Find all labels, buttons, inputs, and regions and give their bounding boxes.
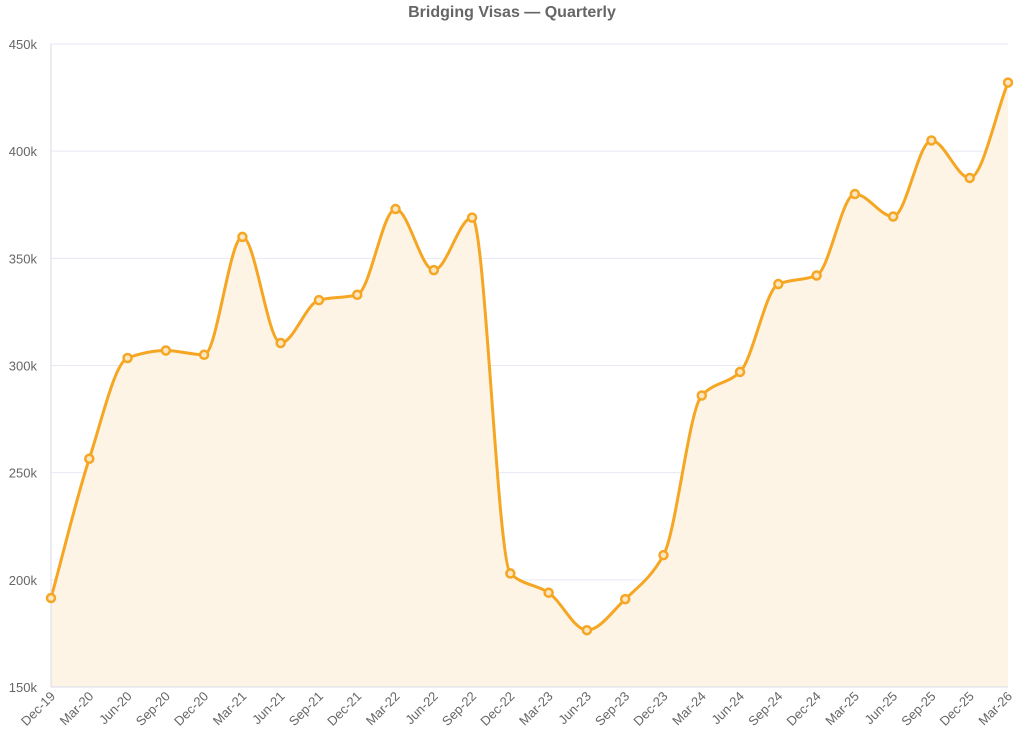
- data-point: [849, 188, 861, 200]
- y-tick-label: 250k: [9, 466, 38, 481]
- x-tick-label: Mar-25: [822, 689, 862, 729]
- data-point: [734, 366, 746, 378]
- data-point: [887, 211, 899, 222]
- y-tick-label: 350k: [9, 251, 38, 266]
- series-line: [49, 82, 1010, 632]
- x-tick-label: Dec-20: [171, 689, 211, 729]
- x-tick-label: Mar-23: [516, 689, 556, 729]
- x-tick-label: Jun-21: [249, 689, 288, 728]
- data-point: [45, 592, 57, 604]
- y-tick-labels: 150k 200k 250k 300k 350k 400k 450k: [9, 37, 38, 695]
- data-points: [45, 77, 1014, 636]
- x-tick-label: Sep-24: [745, 689, 785, 729]
- x-tick-label: Mar-26: [975, 689, 1015, 729]
- x-tick-label: Jun-23: [555, 689, 594, 728]
- data-point: [466, 212, 478, 223]
- data-point: [160, 345, 172, 356]
- data-point: [964, 172, 975, 184]
- data-point: [811, 270, 822, 281]
- data-point: [84, 453, 95, 464]
- x-tick-label: Sep-23: [592, 689, 632, 729]
- x-tick-label: Mar-20: [57, 689, 97, 729]
- x-tick-label: Jun-20: [96, 689, 135, 728]
- data-point: [619, 593, 631, 605]
- x-tick-label: Dec-23: [630, 689, 670, 729]
- y-tick-label: 200k: [9, 573, 38, 588]
- data-point: [313, 294, 325, 306]
- data-point: [926, 135, 937, 146]
- x-tick-label: Dec-24: [783, 689, 823, 729]
- x-tick-label: Sep-22: [439, 689, 479, 729]
- x-tick-label: Mar-24: [669, 689, 709, 729]
- x-tick-label: Dec-22: [477, 689, 517, 729]
- x-tick-label: Sep-25: [898, 689, 938, 729]
- data-point: [351, 289, 363, 301]
- data-point: [581, 624, 593, 636]
- data-point: [543, 587, 554, 598]
- y-tick-label: 400k: [9, 144, 38, 159]
- x-tick-label: Jun-22: [402, 689, 441, 728]
- y-tick-label: 300k: [9, 359, 38, 374]
- data-point: [198, 349, 210, 361]
- x-tick-label: Jun-25: [862, 689, 901, 728]
- data-point: [696, 390, 708, 401]
- data-point: [122, 352, 133, 364]
- x-tick-label: Sep-20: [133, 689, 173, 729]
- y-tick-label: 150k: [9, 680, 38, 695]
- data-point: [237, 231, 248, 243]
- data-point: [773, 278, 784, 290]
- data-point: [275, 337, 286, 349]
- data-point: [658, 549, 669, 561]
- x-tick-label: Dec-21: [324, 689, 364, 729]
- x-tick-label: Mar-21: [210, 689, 250, 729]
- data-point: [428, 264, 440, 276]
- series-area-fill: [51, 82, 1008, 687]
- x-tick-label: Jun-24: [708, 689, 747, 728]
- x-tick-label: Sep-21: [286, 689, 326, 729]
- data-point: [390, 203, 401, 215]
- chart-title: Bridging Visas — Quarterly: [408, 4, 616, 21]
- y-tick-label: 450k: [9, 37, 38, 52]
- x-tick-label: Dec-25: [937, 689, 977, 729]
- x-tick-label: Mar-22: [363, 689, 403, 729]
- data-point: [1002, 77, 1014, 88]
- data-point: [505, 568, 516, 579]
